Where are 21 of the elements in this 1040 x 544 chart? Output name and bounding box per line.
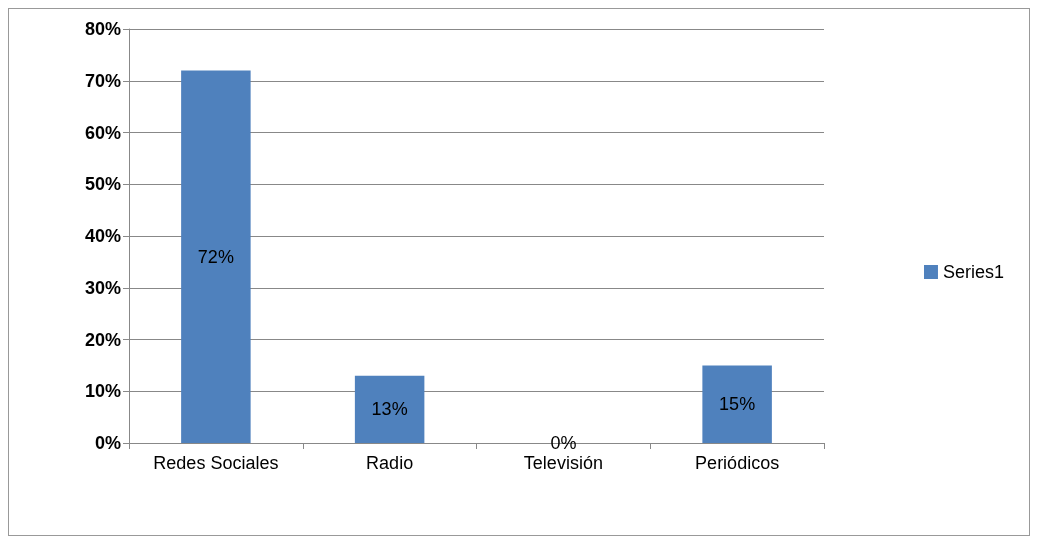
- y-tick-label: 0%: [94, 433, 121, 453]
- y-tick-label: 10%: [84, 381, 121, 402]
- data-label: 0%: [550, 433, 577, 453]
- y-tick-label: 70%: [84, 70, 121, 91]
- bar: [702, 365, 772, 443]
- legend-label: Series1: [942, 262, 1004, 282]
- bar: [181, 70, 251, 443]
- y-tick-label: 30%: [84, 277, 121, 298]
- x-tick-label: Radio: [366, 453, 414, 473]
- data-label: 72%: [197, 246, 234, 267]
- y-tick-label: 20%: [84, 329, 121, 350]
- bar: [354, 375, 425, 443]
- x-tick-label: Redes Sociales: [153, 453, 279, 473]
- data-label: 13%: [371, 399, 408, 420]
- y-tick-label: 80%: [84, 19, 121, 39]
- x-tick-label: Periódicos: [695, 453, 780, 473]
- y-tick-label: 40%: [84, 226, 121, 246]
- y-tick-label: 60%: [84, 122, 121, 143]
- x-tick-label: Televisión: [523, 453, 603, 473]
- y-tick-label: 50%: [84, 174, 121, 195]
- data-label: 15%: [719, 394, 756, 415]
